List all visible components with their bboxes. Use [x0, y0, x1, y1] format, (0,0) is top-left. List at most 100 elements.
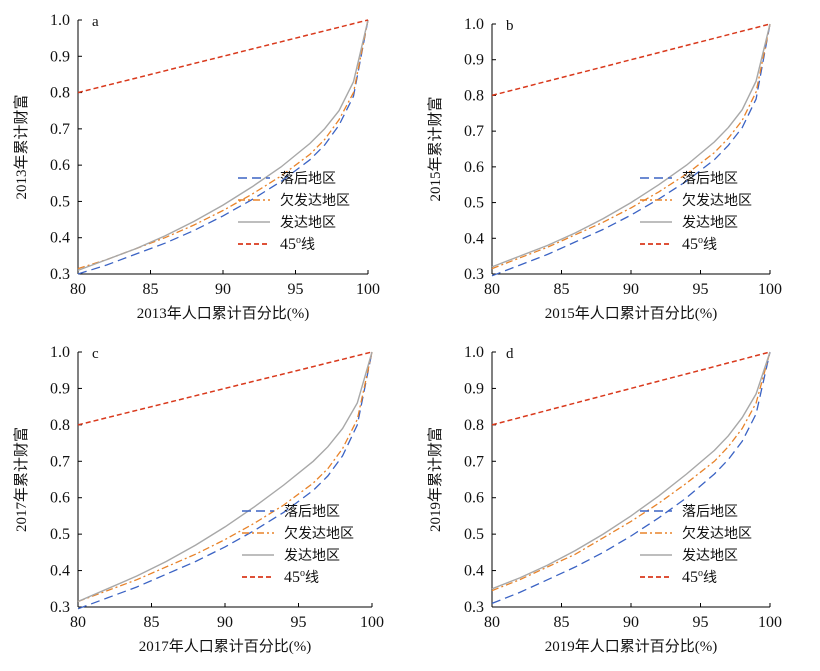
series-line-developed — [491, 351, 771, 590]
x-tick-label: 80 — [484, 614, 500, 631]
y-axis-label: 2015年累计财富 — [426, 96, 444, 201]
chart-panel-d: 0.3 0.4 0.5 0.6 0.7 0.8 0.9 1.0 80 85 90 95 100 2019年… — [426, 344, 782, 655]
legend-label-tail: 线 — [305, 570, 319, 586]
legend-label-main: 45 — [682, 236, 698, 253]
legend-label: 发达地区 — [280, 215, 336, 231]
x-axis-label: 2013年人口累计百分比(%) — [137, 305, 310, 322]
y-tick-label: 0.4 — [464, 230, 484, 247]
y-tick-label: 0.5 — [464, 526, 484, 543]
y-tick-label: 0.4 — [50, 230, 70, 247]
x-tick-label: 80 — [70, 281, 86, 298]
legend-label-sup: o — [698, 568, 703, 579]
legend-label: 45o线 — [280, 235, 315, 253]
series-line-equality — [77, 351, 373, 426]
y-tick-label: 0.9 — [464, 52, 484, 69]
x-tick-label: 100 — [758, 281, 782, 298]
x-axis-label: 2015年人口累计百分比(%) — [545, 305, 718, 322]
y-tick-label: 0.7 — [464, 123, 484, 140]
series-line-backward — [491, 23, 771, 277]
x-tick-label: 100 — [758, 614, 782, 631]
x-tick-label: 80 — [70, 614, 86, 631]
panel-letter: c — [92, 346, 99, 362]
legend-label-main: 45 — [280, 236, 296, 253]
y-tick-label: 0.4 — [464, 563, 484, 580]
legend-label-tail: 线 — [703, 237, 717, 253]
x-tick-label: 85 — [143, 281, 159, 298]
x-axis-label: 2017年人口累计百分比(%) — [139, 638, 312, 655]
x-tick-label: 90 — [623, 614, 639, 631]
panel-letter: b — [506, 18, 514, 34]
legend-label: 欠发达地区 — [284, 526, 354, 542]
legend-label: 欠发达地区 — [682, 526, 752, 542]
x-tick-label: 90 — [623, 281, 639, 298]
panel-letter: a — [92, 14, 99, 30]
legend-label-main: 45 — [682, 569, 698, 586]
legend-label: 落后地区 — [280, 171, 336, 187]
y-tick-label: 0.8 — [464, 417, 484, 434]
y-tick-label: 0.3 — [464, 266, 484, 283]
legend-label-sup: o — [296, 235, 301, 246]
y-tick-label: 0.6 — [464, 159, 484, 176]
legend-label-sup: o — [698, 235, 703, 246]
series-line-equality — [77, 19, 369, 94]
legend-label: 发达地区 — [682, 548, 738, 564]
y-tick-label: 0.9 — [50, 48, 70, 65]
x-tick-label: 80 — [484, 281, 500, 298]
x-tick-label: 100 — [360, 614, 384, 631]
legend-label: 落后地区 — [682, 504, 738, 520]
x-tick-label: 95 — [291, 614, 307, 631]
series-line-backward — [491, 351, 771, 605]
legend-label: 发达地区 — [284, 548, 340, 564]
legend-label: 欠发达地区 — [280, 193, 350, 209]
y-tick-label: 0.5 — [464, 195, 484, 212]
x-tick-label: 95 — [693, 614, 709, 631]
y-tick-label: 0.7 — [464, 453, 484, 470]
y-tick-label: 1.0 — [464, 344, 484, 361]
y-tick-label: 0.8 — [50, 85, 70, 102]
y-tick-label: 0.6 — [50, 157, 70, 174]
legend-label-main: 45 — [284, 569, 300, 586]
legend-label-tail: 线 — [301, 237, 315, 253]
y-tick-label: 0.6 — [464, 490, 484, 507]
series-line-equality — [491, 351, 771, 426]
legend-label: 欠发达地区 — [682, 193, 752, 209]
x-tick-label: 85 — [554, 281, 570, 298]
legend-label: 45o线 — [284, 568, 319, 586]
y-axis-label: 2019年累计财富 — [426, 427, 444, 532]
y-tick-label: 0.6 — [50, 490, 70, 507]
legend-label: 45o线 — [682, 235, 717, 253]
series-line-developed — [491, 23, 771, 268]
series-line-underdeveloped — [77, 351, 373, 603]
panel-letter: d — [506, 346, 514, 362]
y-tick-label: 1.0 — [464, 16, 484, 33]
y-tick-label: 0.7 — [50, 453, 70, 470]
series-line-equality — [491, 23, 771, 97]
y-axis-label: 2013年累计财富 — [12, 94, 30, 199]
y-tick-label: 0.3 — [50, 266, 70, 283]
x-tick-label: 85 — [554, 614, 570, 631]
y-tick-label: 0.3 — [464, 599, 484, 616]
y-tick-label: 1.0 — [50, 12, 70, 29]
x-tick-label: 95 — [693, 281, 709, 298]
y-axis-label: 2017年累计财富 — [12, 427, 30, 532]
legend-label: 落后地区 — [284, 504, 340, 520]
y-tick-label: 0.8 — [464, 87, 484, 104]
x-tick-label: 90 — [217, 614, 233, 631]
chart-panel-a: 0.3 0.4 0.5 0.6 0.7 0.8 0.9 1.0 80 85 90 95 100 2013年… — [12, 12, 380, 322]
legend-label-sup: o — [300, 568, 305, 579]
series-line-backward — [77, 19, 369, 275]
y-tick-label: 0.9 — [50, 380, 70, 397]
legend-label: 落后地区 — [682, 171, 738, 187]
y-tick-label: 1.0 — [50, 344, 70, 361]
x-tick-label: 95 — [288, 281, 304, 298]
x-tick-label: 90 — [215, 281, 231, 298]
x-axis-label: 2019年人口累计百分比(%) — [545, 638, 718, 655]
chart-panel-b: 0.3 0.4 0.5 0.6 0.7 0.8 0.9 1.0 80 85 90 95 100 2015年… — [426, 16, 782, 322]
x-tick-label: 100 — [356, 281, 380, 298]
series-line-underdeveloped — [491, 23, 771, 270]
series-line-developed — [77, 351, 373, 603]
y-tick-label: 0.9 — [464, 380, 484, 397]
y-tick-label: 0.3 — [50, 599, 70, 616]
legend-label-tail: 线 — [703, 570, 717, 586]
